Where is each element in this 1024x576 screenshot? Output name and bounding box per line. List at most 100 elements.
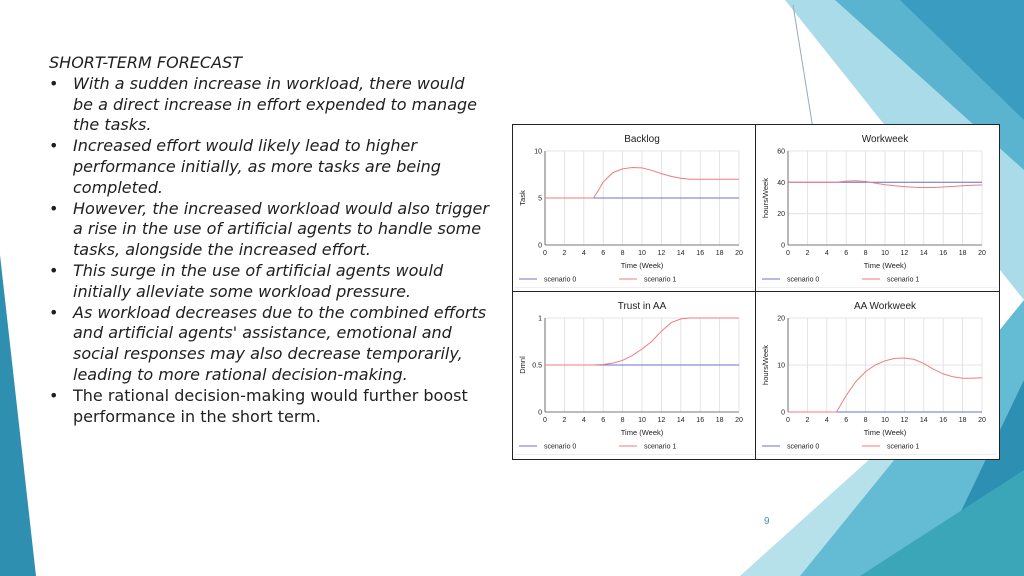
bullet-text: Increased effort would likely lead to hi… xyxy=(73,136,441,197)
x-tick-label: 8 xyxy=(621,250,625,257)
legend-label: scenario 0 xyxy=(544,277,576,284)
x-tick-label: 16 xyxy=(696,417,704,424)
y-axis-label: hours/Week xyxy=(761,345,770,385)
deco-bottom-right-teal xyxy=(860,470,1024,576)
x-axis-label: Time (Week) xyxy=(864,261,907,270)
x-tick-label: 0 xyxy=(786,250,790,257)
x-tick-label: 2 xyxy=(805,417,809,424)
x-tick-label: 12 xyxy=(901,417,909,424)
chart-divider-horizontal xyxy=(513,291,999,292)
legend-label: scenario 1 xyxy=(644,444,676,451)
deco-top-right-dark xyxy=(900,0,1024,120)
y-tick-label: 0 xyxy=(538,243,542,250)
x-tick-label: 18 xyxy=(716,250,724,257)
x-tick-label: 20 xyxy=(735,250,743,257)
x-tick-label: 10 xyxy=(881,417,889,424)
chart-backlog: Backlog 0 2 4 6 8 10 12 14 16 18 20 0 5 10 Time (Week) T… xyxy=(513,125,755,291)
chart-trust-in-aa: Trust in AA 0 2 4 6 8 10 12 14 16 18 20 0 0.5 1 Time (W… xyxy=(513,292,755,458)
x-axis-label: Time (Week) xyxy=(621,261,664,270)
y-tick-label: 20 xyxy=(777,316,785,323)
y-axis-label: Dmnl xyxy=(518,356,527,374)
x-tick-label: 20 xyxy=(978,417,986,424)
bullet-text: With a sudden increase in workload, ther… xyxy=(73,73,477,135)
chart-background xyxy=(513,125,755,291)
x-tick-label: 16 xyxy=(939,417,947,424)
chart-title: Trust in AA xyxy=(618,301,667,312)
bullet-item: • However, the increased workload would a… xyxy=(49,199,489,261)
bullet-marker: • xyxy=(49,73,59,93)
chart-workweek: Workweek 0 2 4 6 8 10 12 14 16 18 20 0 20 40 60 Time (We… xyxy=(756,125,998,291)
x-tick-label: 4 xyxy=(825,417,829,424)
x-tick-label: 8 xyxy=(864,250,868,257)
chart-panel-workweek: Workweek 0 2 4 6 8 10 12 14 16 18 20 0 20 40 60 Time (We… xyxy=(756,125,998,291)
bullet-marker: • xyxy=(49,260,59,280)
x-tick-label: 16 xyxy=(939,250,947,257)
series-line-scenario-1 xyxy=(788,357,983,413)
chart-aa-workweek: AA Workweek 0 2 4 6 8 10 12 14 16 18 20 0 10 20 Time (W… xyxy=(756,292,998,458)
bullet-item: • Increased effort would likely lead to h… xyxy=(49,136,489,198)
bullet-marker: • xyxy=(49,385,59,405)
bullet-text: As workload decreases due to the combine… xyxy=(73,302,487,384)
x-axis-label: Time (Week) xyxy=(864,428,907,437)
x-tick-label: 6 xyxy=(844,250,848,257)
x-tick-label: 18 xyxy=(716,417,724,424)
x-tick-label: 14 xyxy=(677,250,685,257)
x-tick-label: 14 xyxy=(920,417,928,424)
x-tick-label: 6 xyxy=(601,417,605,424)
chart-panel-backlog: Backlog 0 2 4 6 8 10 12 14 16 18 20 0 5 10 Time (Week) T… xyxy=(513,125,755,291)
bullet-text: However, the increased workload would al… xyxy=(73,198,489,260)
x-tick-label: 12 xyxy=(901,250,909,257)
x-tick-label: 2 xyxy=(562,250,566,257)
y-axis-label: Task xyxy=(518,190,527,206)
legend-label: scenario 1 xyxy=(887,444,919,451)
x-tick-label: 14 xyxy=(677,417,685,424)
chart-background xyxy=(513,292,755,458)
x-tick-label: 20 xyxy=(978,250,986,257)
legend-label: scenario 1 xyxy=(644,277,676,284)
x-tick-label: 16 xyxy=(696,250,704,257)
x-tick-label: 10 xyxy=(638,250,646,257)
bullet-marker: • xyxy=(49,136,59,156)
slide-heading: SHORT-TERM FORECAST xyxy=(49,53,242,72)
x-tick-label: 2 xyxy=(562,417,566,424)
chart-grid: Backlog 0 2 4 6 8 10 12 14 16 18 20 0 5 10 Time (Week) T… xyxy=(512,124,1000,460)
legend-label: scenario 1 xyxy=(887,277,919,284)
chart-divider-vertical xyxy=(755,125,756,459)
series-line-scenario-1 xyxy=(545,317,739,366)
x-tick-label: 12 xyxy=(658,250,666,257)
x-tick-label: 2 xyxy=(805,250,809,257)
x-tick-label: 6 xyxy=(601,250,605,257)
y-axis-label: hours/Week xyxy=(761,178,770,218)
legend-label: scenario 0 xyxy=(544,444,576,451)
x-tick-label: 6 xyxy=(844,417,848,424)
y-tick-label: 20 xyxy=(777,211,785,218)
x-tick-label: 4 xyxy=(582,417,586,424)
x-tick-label: 10 xyxy=(638,417,646,424)
y-tick-label: 40 xyxy=(777,180,785,187)
bullet-item: • This surge in the use of artificial age… xyxy=(49,261,489,303)
page-number: 9 xyxy=(764,516,770,527)
x-tick-label: 4 xyxy=(825,250,829,257)
y-tick-label: 0 xyxy=(781,410,785,417)
series-line-scenario-1 xyxy=(788,180,983,188)
legend-label: scenario 0 xyxy=(787,444,819,451)
y-tick-label: 10 xyxy=(534,149,542,156)
x-tick-label: 8 xyxy=(864,417,868,424)
y-tick-label: 60 xyxy=(777,149,785,156)
chart-title: AA Workweek xyxy=(854,301,917,312)
y-tick-label: 0.5 xyxy=(532,363,542,370)
bullet-marker: • xyxy=(49,302,59,322)
chart-background xyxy=(756,125,998,291)
bullet-list: • With a sudden increase in workload, the… xyxy=(49,74,489,428)
bullet-item: • As workload decreases due to the combin… xyxy=(49,303,489,386)
chart-background xyxy=(756,292,998,458)
y-tick-label: 5 xyxy=(538,196,542,203)
chart-title: Workweek xyxy=(862,134,909,145)
x-tick-label: 0 xyxy=(543,250,547,257)
x-tick-label: 8 xyxy=(621,417,625,424)
bullet-item: • The rational decision-making would furt… xyxy=(49,386,489,428)
text-content: SHORT-TERM FORECAST • With a sudden incre… xyxy=(49,53,489,427)
bullet-text: This surge in the use of artificial agen… xyxy=(73,260,444,301)
bullet-marker: • xyxy=(49,198,59,218)
x-tick-label: 10 xyxy=(881,250,889,257)
